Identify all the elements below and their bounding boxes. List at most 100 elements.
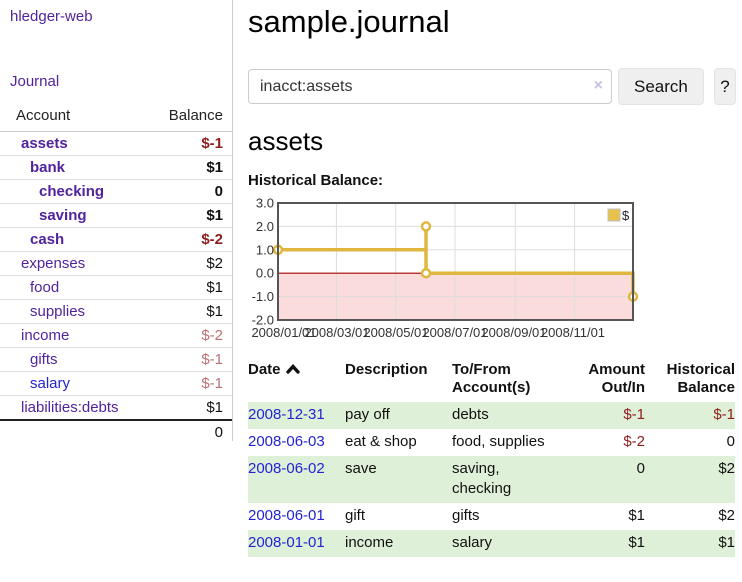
svg-text:2008/07/01: 2008/07/01 [422,325,487,340]
transaction-description: save [345,460,377,477]
search-form: × Search ? [248,68,736,105]
svg-text:2008/01/01: 2008/01/01 [251,325,316,340]
legend-label: $ [622,208,630,223]
svg-text:0.0: 0.0 [256,266,274,281]
account-balance: $-1 [143,131,232,156]
account-balance: $1 [143,203,232,228]
transaction-account: debts [452,406,489,423]
account-balance: $2 [143,251,232,276]
account-heading: assets [248,126,324,156]
account-row-income: income $-2 [0,323,232,348]
transaction-date-link[interactable]: 2008-06-02 [248,460,325,477]
page-title: sample.journal [248,4,450,39]
account-link-expenses[interactable]: expenses [21,255,86,272]
transaction-row: 2008-06-01 gift gifts $1 $2 [248,503,735,530]
historical-balance-chart: $ 3.0 2.0 1.0 0.0 -1.0 -2.0 2008/01/01 2… [248,196,736,346]
account-balance: $-1 [143,371,232,396]
transaction-row: 2008-01-01 income salary $1 $1 [248,530,735,557]
account-balance: $-2 [143,227,232,252]
svg-text:2.0: 2.0 [256,219,274,234]
account-link-food[interactable]: food [30,279,60,296]
clear-search-icon[interactable]: × [593,77,603,94]
chart-svg: $ 3.0 2.0 1.0 0.0 -1.0 -2.0 2008/01/01 2… [251,196,639,340]
account-balance: $1 [143,275,232,300]
y-axis-ticks: 3.0 2.0 1.0 0.0 -1.0 -2.0 [252,196,274,328]
account-row-supplies: supplies $1 [0,299,232,324]
transactions-table: Date Description To/From Account(s) Amou… [248,359,735,557]
transaction-description: pay off [345,406,390,423]
account-balance: $1 [143,155,232,180]
transaction-description: gift [345,507,366,524]
account-link-supplies[interactable]: supplies [30,303,86,320]
account-row-cash: cash $-2 [0,227,232,252]
header-date[interactable]: Date [248,359,345,402]
transaction-description: eat & shop [345,433,417,450]
account-row-gifts: gifts $-1 [0,347,232,372]
account-row-saving: saving $1 [0,203,232,228]
account-balance: $-1 [143,347,232,372]
chart-legend: $ [607,208,630,223]
account-balance: 0 [143,179,232,204]
transaction-balance: 0 [726,433,735,450]
legend-swatch-icon [607,208,621,222]
header-balance: Historical Balance [666,361,735,396]
transaction-account: gifts [452,507,480,524]
transaction-amount: $-2 [623,433,645,450]
account-link-cash[interactable]: cash [30,231,65,248]
accounts-header-account: Account [0,103,144,132]
search-input[interactable] [248,69,612,104]
accounts-header-balance: Balance [143,103,232,132]
transaction-row: 2008-12-31 pay off debts $-1 $-1 [248,402,735,429]
transaction-amount: $1 [628,534,645,551]
account-link-assets[interactable]: assets [21,135,68,152]
sort-up-icon [285,361,300,379]
svg-text:1.0: 1.0 [256,242,274,257]
search-button[interactable]: Search [618,68,704,105]
transaction-amount: $1 [628,507,645,524]
transaction-balance: $1 [718,534,735,551]
account-link-saving[interactable]: saving [39,207,87,224]
account-link-bank[interactable]: bank [30,159,66,176]
header-account: To/From Account(s) [452,361,531,396]
svg-text:-2.0: -2.0 [252,313,274,328]
account-link-income[interactable]: income [21,327,70,344]
transaction-balance: $-1 [713,406,735,423]
transaction-date-link[interactable]: 2008-01-01 [248,534,325,551]
account-link-salary[interactable]: salary [30,375,71,392]
account-link-checking[interactable]: checking [39,183,105,200]
plot-border [277,202,634,321]
data-markers [272,221,639,302]
account-row-assets: assets $-1 [0,131,232,156]
transaction-date-link[interactable]: 2008-06-01 [248,507,325,524]
brand-link[interactable]: hledger-web [10,8,93,25]
transaction-balance: $2 [718,460,735,477]
svg-text:2008/03/01: 2008/03/01 [304,325,369,340]
sidebar: hledger-web Journal Account Balance asse… [0,0,233,444]
svg-text:-1.0: -1.0 [252,289,274,304]
main-panel: sample.journal × Search ? assets Histori… [248,0,736,557]
transaction-account: saving, checking [452,460,512,497]
transaction-row: 2008-06-03 eat & shop food, supplies $-2… [248,429,735,456]
gridlines [278,203,633,320]
transaction-amount: $-1 [623,406,645,423]
account-balance: $1 [143,299,232,324]
transaction-row: 2008-06-02 save saving, checking 0 $2 [248,456,735,503]
account-balance: $1 [143,395,232,420]
transaction-account: food, supplies [452,433,545,450]
accounts-total-value: 0 [143,419,232,444]
header-description: Description [345,361,428,378]
transaction-date-link[interactable]: 2008-06-03 [248,433,325,450]
accounts-table: Account Balance assets $-1 bank $1 check… [0,103,232,444]
account-link-gifts[interactable]: gifts [30,351,58,368]
account-link-liabilities-debts[interactable]: liabilities:debts [21,399,119,416]
transaction-amount: 0 [636,460,645,477]
svg-text:2008/09/01: 2008/09/01 [481,325,546,340]
account-row-bank: bank $1 [0,155,232,180]
accounts-header-row: Account Balance [0,103,232,132]
transaction-description: income [345,534,394,551]
help-button[interactable]: ? [713,68,736,105]
sidebar-item-journal[interactable]: Journal [10,73,60,90]
account-row-liabilities-debts: liabilities:debts $1 [0,395,232,420]
header-amount: Amount Out/In [588,361,645,396]
transaction-date-link[interactable]: 2008-12-31 [248,406,325,423]
